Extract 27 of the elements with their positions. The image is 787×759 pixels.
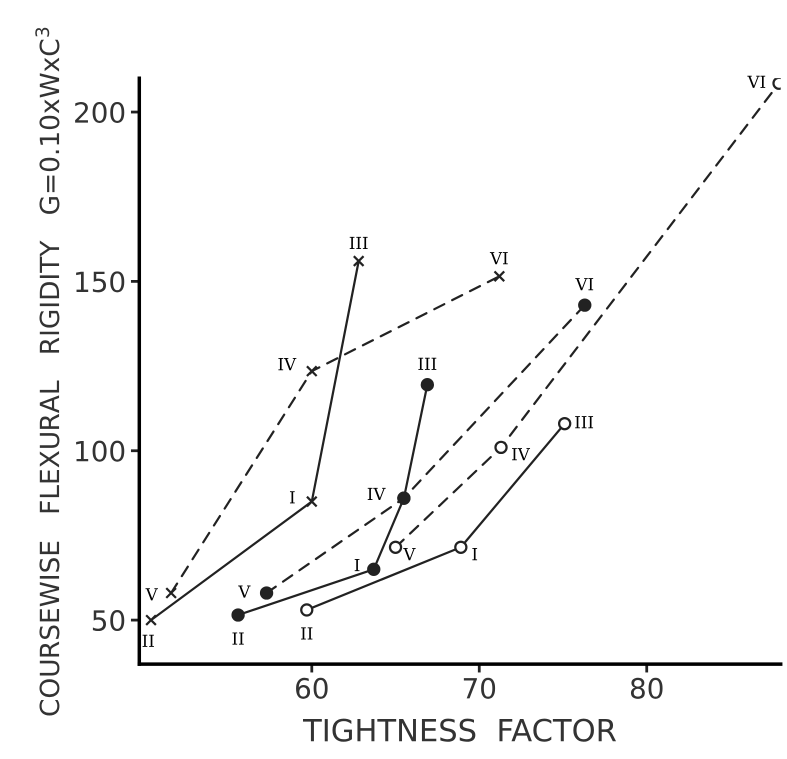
annotation: I [472,548,478,560]
annotation: II [301,627,312,640]
annotation: IV [278,358,296,370]
x-tick-label: 60 [296,678,328,699]
annotation: VI [490,252,508,264]
annotation: V [238,585,251,598]
annotation: V [145,588,158,600]
annotation: V [403,548,416,560]
annotation: I [290,491,295,504]
annotation: III [350,236,368,250]
y-tick-label: 100 [76,440,124,462]
x-tick-label: 80 [630,678,663,699]
annotation: IV [512,448,530,460]
annotation: II [142,634,154,647]
x-tick-label: 70 [464,678,496,699]
y-tick-label: 50 [92,610,124,632]
annotation: III [575,416,594,428]
y-axis-title: COURSEWISE FLEXURAL RIGIDITY G=0.10xWxC$^{3}$ [35,28,60,716]
y-tick-label: 150 [76,271,124,292]
annotation: III [418,358,436,370]
annotation: VI [575,278,594,290]
x-axis-title: TIGHTNESS FACTOR [303,718,616,742]
annotation: I [354,558,360,572]
annotation: IV [368,488,386,500]
y-tick-label: 200 [75,102,124,123]
annotation: II [232,632,244,645]
annotation: VI [747,76,766,88]
